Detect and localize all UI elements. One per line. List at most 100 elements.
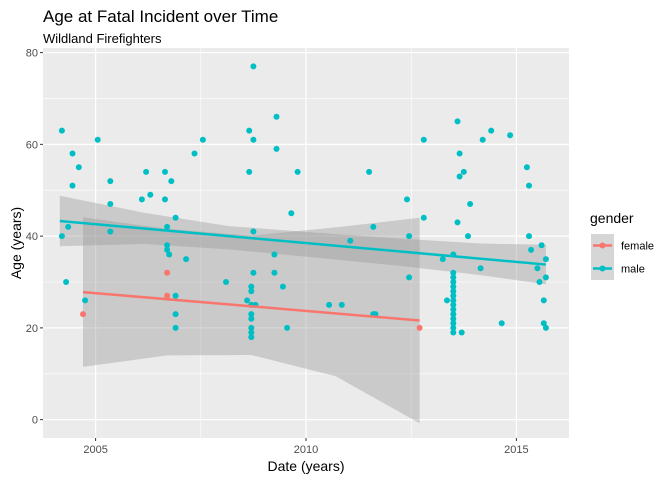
point-male (107, 178, 114, 185)
point-male (347, 237, 354, 244)
x-tick-label: 2005 (83, 444, 107, 456)
point-male (271, 251, 278, 258)
point-male (172, 324, 179, 331)
point-male (454, 118, 461, 125)
y-tick-label: 60 (26, 139, 38, 151)
point-male (250, 228, 257, 235)
point-male (246, 168, 253, 175)
point-male (450, 324, 457, 331)
chart-subtitle: Wildland Firefighters (43, 31, 162, 46)
point-female (416, 324, 423, 331)
point-male (164, 246, 171, 253)
point-male (94, 136, 101, 143)
point-male (288, 210, 295, 217)
point-male (82, 297, 89, 304)
point-male (191, 150, 198, 157)
y-tick-label: 0 (32, 415, 38, 427)
point-male (107, 228, 114, 235)
point-male (279, 283, 286, 290)
point-male (406, 233, 413, 240)
point-female (164, 292, 171, 299)
y-tick-label: 20 (26, 323, 38, 335)
point-male (107, 201, 114, 207)
point-male (450, 288, 457, 295)
point-male (248, 324, 255, 331)
point-male (538, 242, 545, 249)
point-male (404, 196, 410, 203)
x-tick-label: 2010 (294, 444, 318, 456)
point-male (523, 164, 530, 171)
point-male (147, 191, 154, 198)
point-male (534, 265, 541, 272)
y-tick-label: 80 (26, 48, 38, 60)
point-male (58, 127, 65, 134)
point-male (248, 329, 255, 336)
grid-lines (43, 48, 569, 438)
point-male (460, 168, 467, 175)
point-male (477, 265, 484, 272)
ribbon-male (59, 195, 546, 285)
point-male (406, 274, 413, 281)
point-male (183, 256, 190, 263)
point-male (248, 334, 255, 341)
legend-title: gender (590, 210, 634, 226)
point-male (172, 311, 179, 318)
point-male (450, 320, 457, 327)
point-male (450, 329, 457, 336)
point-male (540, 297, 547, 304)
point-male (450, 301, 457, 308)
point-male (450, 297, 457, 304)
point-male (454, 219, 461, 226)
point-male (284, 324, 291, 331)
legend-label-male: male (621, 264, 645, 276)
point-male (273, 145, 280, 152)
point-male (479, 136, 486, 143)
point-male (166, 251, 173, 258)
point-male (143, 168, 150, 175)
point-male (168, 178, 175, 185)
point-male (69, 150, 76, 157)
point-male (338, 301, 345, 308)
point-male (250, 63, 257, 70)
point-male (223, 279, 229, 285)
point-male (294, 168, 301, 175)
point-male (250, 136, 257, 143)
point-male (58, 233, 65, 240)
chart-title: Age at Fatal Incident over Time (43, 7, 278, 26)
point-male (542, 256, 549, 263)
point-male (465, 233, 471, 240)
point-male (250, 269, 257, 276)
legend: gender female male (590, 210, 654, 280)
point-male (172, 292, 179, 299)
x-tick-label: 2015 (504, 444, 528, 456)
point-male (450, 311, 457, 318)
point-male (536, 279, 543, 285)
point-female (80, 311, 86, 318)
point-male (450, 274, 457, 281)
point-male (248, 283, 255, 290)
point-male (366, 168, 373, 175)
point-male (528, 246, 535, 253)
point-male (63, 279, 70, 285)
point-male (450, 279, 457, 285)
point-male (450, 315, 457, 322)
point-male (450, 269, 457, 276)
legend-label-female: female (621, 241, 654, 253)
x-axis-title: Date (years) (267, 458, 344, 474)
y-axis-title: Age (years) (8, 207, 24, 279)
trend-lines (59, 219, 546, 322)
point-male (75, 164, 82, 171)
point-male (467, 201, 474, 207)
point-male (456, 150, 463, 157)
trend-line-male (59, 219, 546, 266)
y-tick-label: 40 (26, 231, 38, 243)
legend-key-point-male (599, 265, 606, 272)
point-male (450, 292, 457, 299)
point-male (420, 136, 427, 143)
point-male (162, 168, 168, 175)
point-male (370, 223, 377, 230)
point-male (172, 214, 179, 221)
point-male (69, 182, 76, 189)
point-male (248, 311, 255, 318)
point-male (162, 196, 168, 203)
